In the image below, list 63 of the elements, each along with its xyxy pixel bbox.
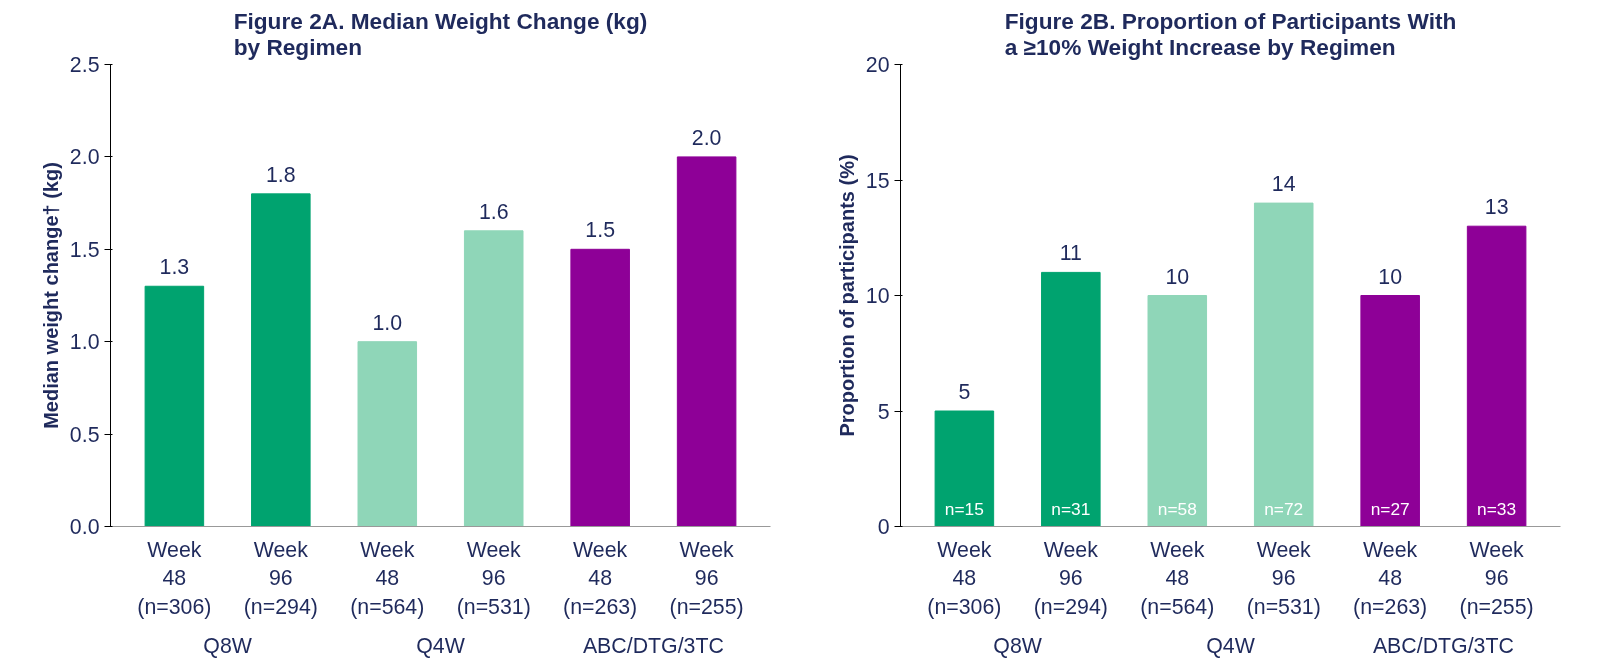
chart-title: Figure 2B. Proportion of Participants With a ≥10% Weight Increase by Regimen	[1004, 7, 1457, 60]
data-label: 14	[1271, 172, 1296, 197]
data-label: 1.5	[585, 218, 616, 243]
bar	[570, 248, 630, 527]
data-label: 1.6	[478, 199, 509, 224]
text: Q8W	[203, 633, 253, 658]
y-tick-label: 15	[865, 168, 890, 193]
data-label: 1.0	[372, 310, 403, 335]
x-tick-label: Week 96 (n=255)	[1459, 537, 1534, 620]
bar	[1041, 271, 1101, 527]
y-tick-label: 0.5	[69, 422, 100, 447]
bar	[1466, 225, 1527, 527]
data-label: 10	[1378, 264, 1403, 289]
text: ABC/DTG/3TC	[1372, 633, 1514, 658]
data-label: 5	[958, 380, 971, 404]
y-tick-label: 10	[865, 284, 890, 308]
x-tick-label: Week 96 (n=531)	[456, 537, 531, 620]
y-tick-label: 5	[877, 399, 890, 424]
text: Q8W	[993, 633, 1043, 658]
data-label: 13	[1484, 195, 1509, 220]
x-tick-label: Week 48 (n=263)	[563, 537, 638, 620]
y-tick-label: 2.5	[69, 53, 100, 77]
data-label: 2.0	[691, 125, 722, 150]
bar	[463, 230, 524, 527]
data-label: 10	[1165, 264, 1190, 289]
x-tick-label: Week 96 (n=294)	[1033, 537, 1108, 620]
chart-title: Figure 2A. Median Weight Change (kg) by Regimen	[233, 7, 648, 60]
y-axis-title: Median weight change† (kg)	[39, 162, 62, 429]
y-tick-label: 2.0	[69, 145, 100, 170]
bar	[676, 156, 737, 527]
annotation: n=31	[1051, 498, 1091, 519]
y-axis-title: Proportion of participants (%)	[835, 154, 858, 437]
bar	[357, 341, 418, 527]
y-tick-label: 1.0	[69, 330, 100, 355]
data-label: 1.8	[266, 162, 296, 187]
y-tick-label: 20	[865, 53, 890, 77]
bar	[1253, 202, 1314, 527]
text: Q4W	[416, 633, 466, 658]
y-tick-label: 0	[877, 515, 890, 539]
text: Q4W	[1206, 633, 1256, 658]
x-tick-label: Week 48 (n=306)	[927, 537, 1002, 620]
x-tick-label: Week 96 (n=255)	[669, 537, 744, 620]
x-tick-label: Week 48 (n=564)	[1140, 537, 1215, 620]
annotation: n=15	[944, 498, 984, 519]
bar	[1147, 295, 1208, 527]
y-tick-label: 1.5	[69, 237, 100, 262]
annotation: n=72	[1264, 498, 1304, 519]
annotation: n=27	[1370, 498, 1410, 519]
x-tick-label: Week 96 (n=531)	[1246, 537, 1321, 620]
x-tick-label: Week 48 (n=263)	[1353, 537, 1428, 620]
x-tick-label: Week 96 (n=294)	[243, 537, 318, 620]
annotation: n=58	[1157, 498, 1197, 519]
bar	[1360, 295, 1420, 527]
bar	[144, 285, 205, 527]
y-tick-label: 0.0	[69, 515, 100, 539]
data-label: 11	[1059, 241, 1082, 266]
x-tick-label: Week 48 (n=564)	[350, 537, 425, 620]
text: ABC/DTG/3TC	[582, 633, 724, 658]
bar	[251, 193, 311, 527]
data-label: 1.3	[159, 255, 190, 280]
x-tick-label: Week 48 (n=306)	[137, 537, 212, 620]
bar	[934, 410, 995, 527]
annotation: n=33	[1477, 498, 1517, 519]
